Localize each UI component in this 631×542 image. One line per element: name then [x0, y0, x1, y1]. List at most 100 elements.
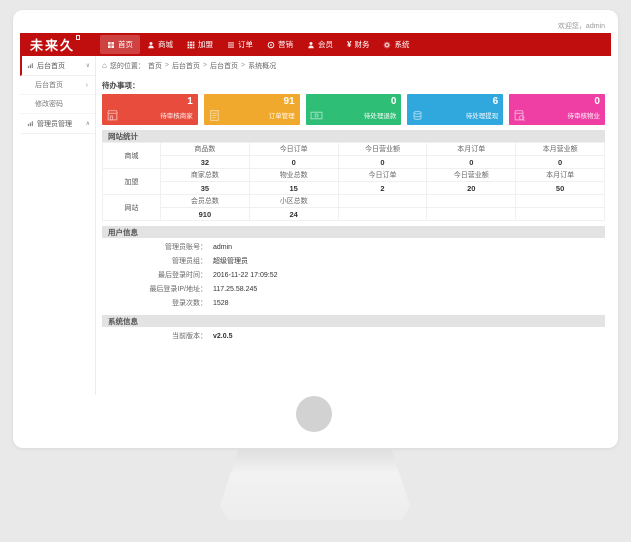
info-row-last-login-ip: 最后登录IP/地址： 117.25.58.245: [149, 285, 258, 294]
stats-header-cell: 今日订单: [337, 168, 428, 182]
home-grid-icon: [108, 41, 115, 48]
monitor-bezel: 欢迎您，admin 未来久 首页 商城 加盟 订: [13, 10, 618, 448]
sidebar-item-dashboard-home[interactable]: 后台首页 ›: [20, 76, 95, 95]
nav-item-orders[interactable]: 订单: [220, 35, 260, 54]
nav-item-marketing[interactable]: 营销: [260, 35, 300, 54]
stats-header-cell: 商品数: [160, 142, 250, 156]
home-icon: ⌂: [102, 61, 107, 70]
system-info-list: 当前版本： v2.0.5: [102, 329, 605, 343]
breadcrumb-current: 系统概况: [248, 62, 277, 70]
stats-value-cell: 910: [160, 207, 250, 221]
stats-value-cell: 0: [426, 155, 517, 169]
sidebar-group-dashboard[interactable]: 后台首页 ∨: [20, 56, 95, 76]
stats-header-cell: 今日营业额: [426, 168, 517, 182]
nav-item-member[interactable]: 会员: [300, 35, 340, 54]
main-navbar: 未来久 首页 商城 加盟 订单: [20, 33, 611, 56]
todo-section-title: 待办事项：: [102, 81, 140, 90]
stats-header-cell: 今日订单: [248, 142, 339, 156]
nav-item-home[interactable]: 首页: [100, 35, 141, 54]
stats-value-cell: 2: [337, 181, 428, 195]
stats-group-website: 网站: [102, 194, 161, 221]
stats-value-cell: 50: [515, 181, 605, 195]
shop-icon: [107, 110, 118, 121]
stats-value-cell: [426, 207, 517, 221]
refund-icon: [310, 111, 323, 120]
screen: 欢迎您，admin 未来久 首页 商城 加盟 订: [20, 18, 611, 395]
card-pending-property-review[interactable]: 0 待审核物业: [509, 94, 605, 125]
stats-header-cell: 本月订单: [426, 142, 517, 156]
card-order-management[interactable]: 91 订单管理: [203, 94, 300, 125]
stats-value-cell: 15: [248, 181, 339, 195]
stats-header-cell: [515, 194, 605, 208]
breadcrumb-link-backend[interactable]: 后台首页: [171, 62, 200, 70]
todo-cards: 1 待审核商家 91 订单管理 0 待处理退款: [102, 94, 605, 125]
logo-trademark-icon: [76, 35, 81, 40]
stats-value-cell: 0: [248, 155, 339, 169]
stats-header-cell: 物业总数: [248, 168, 339, 182]
stats-value-cell: 20: [426, 181, 517, 195]
nav-item-system[interactable]: 系统: [376, 35, 416, 54]
info-row-last-login-time: 最后登录时间： 2016-11-22 17:09:52: [158, 271, 278, 280]
chevron-right-icon: ›: [85, 81, 88, 89]
card-pending-merchants[interactable]: 1 待审核商家: [102, 94, 198, 125]
stats-header-cell: 本月营业额: [515, 142, 605, 156]
mall-icon: [148, 41, 154, 48]
stats-group-mall: 商城: [102, 142, 161, 169]
franchise-icon: [187, 41, 195, 48]
site-stats-table: 商城 商品数 今日订单 今日营业额 本月订单 本月营业额 32 0 0 0 0: [102, 142, 605, 221]
nav-item-mall[interactable]: 商城: [140, 35, 180, 54]
user-info-list: 管理员账号： admin 管理员组： 超级管理员 最后登录时间： 2016-11…: [102, 240, 605, 310]
bar-chart-icon: [27, 121, 33, 127]
stats-value-cell: 35: [160, 181, 250, 195]
sidebar: 后台首页 ∨ 后台首页 › 修改密码 管理员管理 ∧: [20, 56, 96, 395]
bar-chart-icon: [27, 63, 33, 69]
info-row-login-count: 登录次数： 1528: [172, 299, 229, 308]
order-icon: [209, 110, 219, 121]
info-row-admin-account: 管理员账号： admin: [165, 243, 233, 252]
finance-icon: ¥: [347, 40, 352, 49]
nav-item-finance[interactable]: ¥ 财务: [347, 40, 370, 49]
stats-header-cell: 本月订单: [515, 168, 605, 182]
stats-header-cell: 商家总数: [160, 168, 250, 182]
breadcrumb-link-home[interactable]: 首页: [147, 62, 162, 70]
logo[interactable]: 未来久: [30, 35, 81, 54]
audit-icon: [514, 110, 526, 121]
system-info-header: 系统信息: [102, 315, 605, 327]
stats-group-franchise: 加盟: [102, 168, 161, 195]
stats-header-cell: 今日营业额: [337, 142, 428, 156]
marketing-icon: [267, 41, 275, 48]
stats-header-cell: [426, 194, 517, 208]
orders-icon: [228, 41, 235, 48]
stats-value-cell: [515, 207, 605, 221]
top-strip: 欢迎您，admin: [20, 18, 611, 33]
sidebar-item-change-password[interactable]: 修改密码: [20, 95, 95, 114]
nav-items: 首页 商城 加盟 订单 营销: [100, 35, 416, 54]
stats-value-cell: 32: [160, 155, 250, 169]
stats-header-cell: [337, 194, 428, 208]
sidebar-group-admin-management[interactable]: 管理员管理 ∧: [20, 114, 95, 134]
info-row-current-version: 当前版本： v2.0.5: [172, 332, 233, 341]
stats-value-cell: 0: [515, 155, 605, 169]
member-icon: [308, 41, 314, 48]
breadcrumb-link-backend-2[interactable]: 后台首页: [210, 62, 239, 70]
welcome-text: 欢迎您，admin: [557, 22, 605, 30]
main-content: ⌂ 您的位置： 首页 > 后台首页 > 后台首页 > 系统概况 待办事项： 1 …: [96, 56, 611, 395]
breadcrumb-prefix: 您的位置：: [109, 62, 145, 70]
system-gear-icon: [384, 41, 391, 48]
chevron-down-icon: ∨: [85, 63, 90, 69]
monitor-camera-dot: [296, 396, 332, 432]
card-pending-withdrawals[interactable]: 6 待处理提现: [407, 94, 504, 125]
nav-item-franchise[interactable]: 加盟: [180, 35, 220, 54]
stats-header-cell: 小区总数: [248, 194, 339, 208]
breadcrumb: ⌂ 您的位置： 首页 > 后台首页 > 后台首页 > 系统概况: [102, 61, 277, 70]
stats-header-cell: 会员总数: [160, 194, 250, 208]
coins-icon: [413, 110, 422, 120]
card-pending-refunds[interactable]: 0 待处理退款: [305, 94, 402, 125]
chevron-up-icon: ∧: [85, 121, 90, 127]
monitor-stand: [220, 448, 410, 520]
stats-value-cell: 0: [337, 155, 428, 169]
info-row-admin-group: 管理员组： 超级管理员: [172, 258, 248, 265]
user-info-header: 用户信息: [102, 226, 605, 238]
stats-value-cell: [337, 207, 428, 221]
stats-value-cell: 24: [248, 207, 339, 221]
